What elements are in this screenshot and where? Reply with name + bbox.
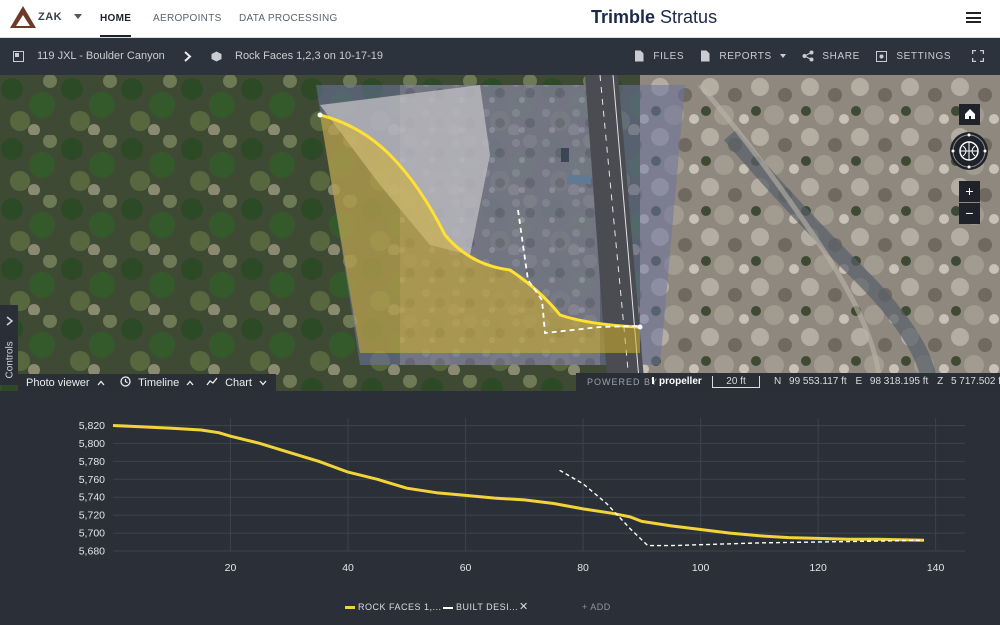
- nav-data-processing[interactable]: DATA PROCESSING: [239, 13, 338, 24]
- viewer-tabs: Photo viewer Timeline Chart: [18, 374, 276, 392]
- e-label: E: [855, 376, 863, 387]
- survey-name[interactable]: Rock Faces 1,2,3 on 10-17-19: [235, 50, 383, 62]
- chart-label: Chart: [225, 377, 252, 389]
- legend-remove-icon[interactable]: ✕: [519, 601, 529, 613]
- y-tick-label: 5,760: [79, 474, 105, 486]
- y-tick-label: 5,780: [79, 456, 105, 468]
- x-tick-label: 100: [692, 562, 710, 574]
- chevron-down-icon: [259, 380, 267, 386]
- add-series-button[interactable]: + ADD: [582, 602, 611, 612]
- project-name[interactable]: 119 JXL - Boulder Canyon: [37, 50, 165, 62]
- collapse-icon[interactable]: [13, 38, 24, 75]
- reports-label: REPORTS: [719, 51, 772, 62]
- company-logo[interactable]: ZAK: [8, 5, 70, 32]
- files-button[interactable]: FILES: [634, 38, 684, 75]
- chevron-right-icon: [184, 38, 192, 75]
- chevron-right-icon: [6, 316, 14, 326]
- controls-panel-toggle[interactable]: Controls: [0, 305, 18, 385]
- legend-label: ROCK FACES 1,...: [358, 602, 442, 612]
- chart-tab[interactable]: Chart: [206, 374, 267, 392]
- zoom-in-button[interactable]: +: [959, 181, 980, 202]
- line-chart-icon: [206, 377, 218, 386]
- legend-swatch: [443, 606, 453, 609]
- hamburger-menu-icon[interactable]: [966, 12, 981, 23]
- settings-button[interactable]: SETTINGS: [876, 38, 951, 75]
- x-tick-label: 40: [342, 562, 354, 574]
- brand-bold: Trimble: [591, 7, 656, 27]
- propeller-logo: propeller: [652, 373, 702, 391]
- n-value: 99 553.117 ft: [789, 376, 847, 387]
- legend-label: BUILT DESI...: [456, 602, 519, 612]
- series-line-0: [112, 424, 924, 542]
- y-tick-label: 5,700: [79, 528, 105, 540]
- chevron-up-icon: [186, 380, 194, 386]
- share-label: SHARE: [822, 51, 860, 62]
- photo-viewer-tab[interactable]: Photo viewer: [26, 374, 105, 392]
- coordinate-readout: N 99 553.117 ft E 98 318.195 ft Z 5 717.…: [774, 373, 1000, 391]
- elevation-profile-chart[interactable]: 5,820 5,800 5,780 5,760 5,740 5,720 5,700 5,680…: [0, 391, 1000, 591]
- survey-toolbar: 119 JXL - Boulder Canyon Rock Faces 1,2,…: [0, 38, 1000, 75]
- legend-item-built-design[interactable]: BUILT DESI...: [443, 600, 518, 614]
- zoom-out-button[interactable]: −: [959, 203, 980, 224]
- brand-title: Trimble Stratus: [591, 7, 717, 28]
- series-line-1: [559, 469, 924, 547]
- z-label: Z: [937, 376, 944, 387]
- y-tick-label: 5,720: [79, 510, 105, 522]
- y-tick-label: 5,740: [79, 492, 105, 504]
- legend-swatch: [345, 606, 355, 610]
- home-view-button[interactable]: [959, 104, 980, 125]
- powered-by-label: POWERED BY: [587, 377, 659, 387]
- scale-bar: 20 ft: [712, 376, 760, 388]
- e-value: 98 318.195 ft: [869, 376, 929, 387]
- y-tick-label: 5,800: [79, 438, 105, 450]
- chevron-up-icon: [97, 380, 105, 386]
- cube-icon: [211, 38, 222, 75]
- y-tick-label: 5,680: [79, 546, 105, 558]
- elevation-chart-panel: 5,820 5,800 5,780 5,760 5,740 5,720 5,700 5,680…: [0, 391, 1000, 625]
- logo-text: ZAK: [38, 11, 63, 23]
- nav-aeropoints[interactable]: AEROPOINTS: [153, 13, 222, 24]
- x-tick-label: 80: [577, 562, 589, 574]
- mountain-logo-icon: [10, 6, 36, 28]
- timeline-label: Timeline: [138, 377, 180, 389]
- nav-home[interactable]: HOME: [100, 0, 132, 37]
- x-tick-label: 140: [927, 562, 945, 574]
- x-tick-label: 120: [809, 562, 827, 574]
- brand-light: Stratus: [660, 7, 718, 27]
- controls-label: Controls: [4, 341, 16, 379]
- x-tick-label: 60: [460, 562, 472, 574]
- photo-viewer-label: Photo viewer: [26, 377, 90, 389]
- share-button[interactable]: SHARE: [802, 38, 860, 75]
- reports-button[interactable]: REPORTS: [700, 38, 787, 75]
- timeline-tab[interactable]: Timeline: [120, 374, 194, 392]
- clock-icon: [120, 376, 131, 387]
- compass-globe-button[interactable]: [950, 132, 988, 170]
- files-label: FILES: [653, 51, 685, 62]
- settings-label: SETTINGS: [896, 51, 952, 62]
- y-tick-label: 5,820: [79, 420, 105, 432]
- z-value: 5 717.502 ft: [950, 376, 1000, 387]
- map-info-bar: POWERED BY propeller 20 ft N 99 553.117 …: [576, 373, 1000, 391]
- legend-item-rock-faces[interactable]: ROCK FACES 1,...: [345, 600, 442, 614]
- fullscreen-icon[interactable]: [972, 38, 984, 75]
- chevron-down-icon: [780, 54, 787, 59]
- aerial-map[interactable]: + −: [0, 75, 1000, 391]
- x-tick-label: 20: [225, 562, 237, 574]
- top-nav: ZAK HOME AEROPOINTS DATA PROCESSING Trim…: [0, 0, 1000, 38]
- propeller-logo-text: propeller: [659, 376, 702, 387]
- chevron-down-icon[interactable]: [74, 14, 82, 19]
- n-label: N: [774, 376, 782, 387]
- aerial-imagery: [0, 75, 1000, 391]
